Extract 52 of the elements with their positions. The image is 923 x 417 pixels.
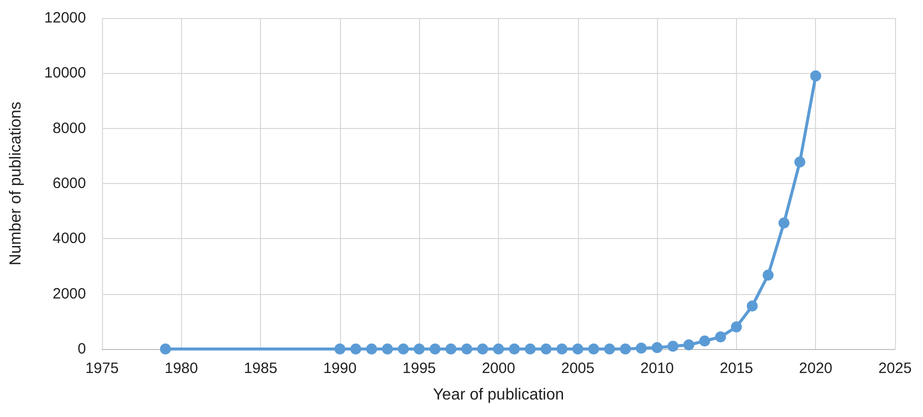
y-tick-label: 2000 bbox=[52, 285, 86, 302]
point bbox=[382, 344, 393, 354]
point bbox=[445, 344, 456, 354]
point bbox=[414, 344, 425, 354]
point bbox=[556, 344, 568, 354]
x-tick-label: 2020 bbox=[799, 360, 832, 377]
point bbox=[652, 342, 663, 354]
point bbox=[160, 344, 171, 354]
point bbox=[604, 344, 616, 354]
point bbox=[493, 344, 504, 354]
x-tick-label: 1995 bbox=[402, 360, 436, 377]
point bbox=[762, 270, 774, 281]
point bbox=[794, 156, 806, 168]
y-tick-label: 0 bbox=[78, 340, 86, 358]
point bbox=[715, 331, 726, 342]
point bbox=[636, 342, 647, 354]
point bbox=[366, 344, 378, 354]
x-tick-label: 1975 bbox=[85, 360, 119, 377]
point bbox=[350, 344, 362, 354]
point bbox=[778, 217, 790, 228]
point bbox=[508, 344, 520, 354]
point bbox=[430, 344, 441, 354]
point bbox=[588, 344, 600, 354]
point bbox=[746, 300, 758, 312]
point bbox=[398, 344, 409, 354]
point bbox=[524, 344, 536, 354]
point bbox=[730, 321, 742, 332]
x-tick-label: 1990 bbox=[323, 360, 357, 377]
point bbox=[699, 336, 710, 346]
y-tick-label: 12000 bbox=[44, 10, 86, 26]
y-tick-label: 8000 bbox=[52, 120, 86, 137]
point bbox=[667, 340, 678, 352]
x-tick-label: 1985 bbox=[244, 360, 278, 377]
point bbox=[572, 344, 584, 354]
point bbox=[540, 344, 552, 354]
y-axis-title: Number of publications bbox=[8, 102, 24, 266]
x-tick-label: 1980 bbox=[164, 360, 198, 377]
point bbox=[810, 70, 822, 82]
x-axis-title: Year of publication bbox=[432, 386, 564, 404]
x-tick-label: 2025 bbox=[878, 360, 912, 377]
x-tick-label: 2010 bbox=[640, 360, 674, 377]
y-tick-label: 10000 bbox=[44, 64, 86, 82]
point bbox=[620, 344, 631, 354]
x-tick-label: 2000 bbox=[482, 360, 516, 377]
point bbox=[683, 339, 694, 350]
point bbox=[477, 344, 488, 354]
point bbox=[461, 344, 472, 354]
x-tick-label: 2015 bbox=[720, 360, 754, 377]
y-tick-label: 6000 bbox=[52, 175, 86, 192]
point bbox=[334, 344, 346, 354]
y-tick-label: 4000 bbox=[52, 230, 86, 248]
x-tick-label: 2005 bbox=[561, 360, 594, 377]
